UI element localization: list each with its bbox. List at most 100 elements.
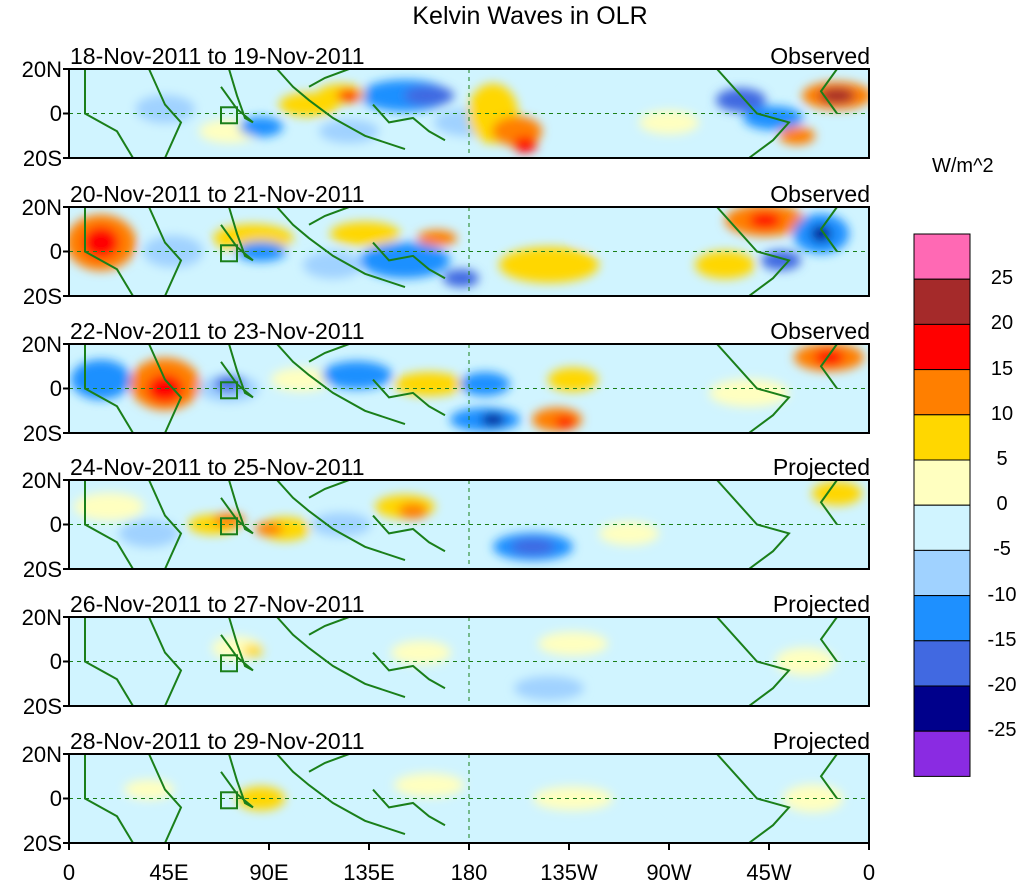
- olr-anomaly-blob: [398, 503, 428, 520]
- olr-anomaly-blob: [83, 226, 119, 259]
- lon-label: 180: [450, 860, 488, 885]
- colorbar-swatch: [913, 730, 971, 777]
- map-panel-6: [63, 753, 870, 844]
- lon-axis: [68, 843, 870, 850]
- colorbar-swatch: [913, 685, 971, 732]
- olr-anomaly-blob: [716, 88, 766, 113]
- olr-anomaly-blob: [119, 519, 179, 548]
- olr-anomaly-blob: [255, 521, 283, 536]
- coastline: [220, 344, 254, 399]
- lat-label: 20S: [22, 694, 62, 719]
- panel-date-range: 22-Nov-2011 to 23-Nov-2011: [70, 318, 365, 344]
- coastline: [308, 617, 446, 690]
- olr-anomaly-blob: [239, 116, 283, 137]
- olr-anomaly-blob: [639, 110, 699, 135]
- olr-anomaly-blob: [404, 85, 454, 106]
- lat-label: 20N: [21, 57, 62, 82]
- box-marker: [220, 106, 238, 125]
- olr-anomaly-blob: [695, 250, 755, 279]
- panel-date-range: 24-Nov-2011 to 25-Nov-2011: [70, 454, 365, 480]
- olr-anomaly-blob: [303, 250, 363, 279]
- colorbar-swatch: [913, 414, 971, 461]
- colorbar-units: W/m^2: [932, 155, 994, 177]
- colorbar-swatch: [913, 278, 971, 325]
- lat-label: 20N: [21, 195, 62, 220]
- box-marker: [220, 244, 238, 263]
- olr-anomaly-blob: [814, 349, 844, 366]
- olr-anomaly-blob: [417, 230, 457, 247]
- coastline: [716, 69, 838, 158]
- olr-anomaly-blob: [330, 221, 400, 246]
- olr-anomaly-blob: [124, 779, 174, 800]
- lon-label: 90E: [249, 860, 289, 885]
- colorbar-label: 25: [990, 267, 1014, 290]
- lat-label: 20S: [22, 557, 62, 582]
- lat-label: 0: [49, 648, 62, 674]
- lon-label: 90W: [646, 860, 692, 885]
- map-panel-4: [63, 479, 870, 570]
- olr-anomaly-blob: [74, 656, 144, 685]
- panel-date-range: 26-Nov-2011 to 27-Nov-2011: [70, 591, 365, 617]
- panel-date-range: 28-Nov-2011 to 29-Nov-2011: [70, 728, 365, 754]
- box-marker: [220, 517, 238, 536]
- olr-anomaly-blob: [669, 790, 749, 815]
- lon-label: 45E: [149, 860, 189, 885]
- coastline: [220, 617, 254, 672]
- panel-status: Observed: [770, 181, 870, 207]
- colorbar-swatch: [913, 640, 971, 687]
- olr-anomaly-blob: [460, 372, 510, 397]
- map-panel-1: [63, 68, 870, 159]
- olr-anomaly-blob: [548, 367, 598, 392]
- colorbar-swatch: [913, 369, 971, 416]
- panel-status: Projected: [772, 454, 870, 480]
- lat-label: 0: [49, 375, 62, 401]
- colorbar-label: -15: [987, 628, 1017, 651]
- olr-anomaly-blob: [337, 89, 361, 102]
- olr-anomaly-blob: [243, 644, 263, 657]
- lat-label: 20N: [21, 742, 62, 767]
- coastline: [308, 207, 446, 280]
- lat-label: 20N: [21, 605, 62, 630]
- figure-title: Kelvin Waves in OLR: [412, 2, 648, 30]
- olr-anomaly-blob: [443, 269, 479, 288]
- colorbar-label: 5: [996, 448, 1008, 470]
- map-panel-5: [63, 616, 870, 707]
- coastline: [716, 754, 838, 843]
- olr-anomaly-blob: [779, 126, 815, 145]
- coastline: [276, 344, 406, 426]
- coastline: [308, 480, 446, 553]
- olr-anomaly-blob: [499, 246, 599, 283]
- colorbar-label: 0: [996, 493, 1008, 516]
- olr-anomaly-blob: [463, 790, 523, 815]
- coastline: [276, 617, 406, 699]
- colorbar-label: -25: [987, 719, 1017, 742]
- coastline: [276, 480, 406, 562]
- box-marker: [220, 791, 238, 810]
- panel-status: Projected: [772, 591, 870, 617]
- coastline: [308, 754, 446, 827]
- lat-label: 20S: [22, 284, 62, 309]
- box-marker: [220, 381, 238, 400]
- olr-anomaly-blob: [513, 136, 537, 153]
- olr-anomaly-blob: [562, 86, 632, 115]
- olr-anomaly-blob: [74, 492, 144, 521]
- colorbar-swatch: [913, 323, 971, 371]
- lat-label: 0: [49, 238, 62, 264]
- olr-anomaly-blob: [74, 793, 144, 822]
- olr-anomaly-blob: [322, 361, 392, 390]
- colorbar-label: 20: [990, 312, 1014, 335]
- coastline: [220, 69, 254, 124]
- olr-anomaly-blob: [394, 773, 464, 798]
- panel-date-range: 18-Nov-2011 to 19-Nov-2011: [70, 43, 365, 69]
- olr-anomaly-blob: [319, 119, 379, 144]
- olr-anomaly-blob: [575, 219, 635, 248]
- coastline: [276, 69, 406, 151]
- colorbar-label: -5: [993, 538, 1011, 561]
- coastline: [220, 207, 254, 262]
- coastline: [276, 754, 406, 836]
- panel-status: Observed: [770, 43, 870, 69]
- lon-label: 45W: [746, 860, 792, 885]
- map-panel-2: [63, 206, 870, 297]
- lon-label: 135W: [540, 860, 598, 885]
